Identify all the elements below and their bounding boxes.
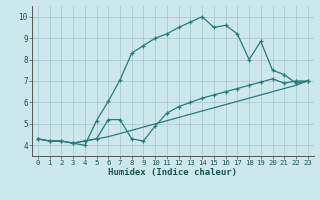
X-axis label: Humidex (Indice chaleur): Humidex (Indice chaleur) <box>108 168 237 177</box>
